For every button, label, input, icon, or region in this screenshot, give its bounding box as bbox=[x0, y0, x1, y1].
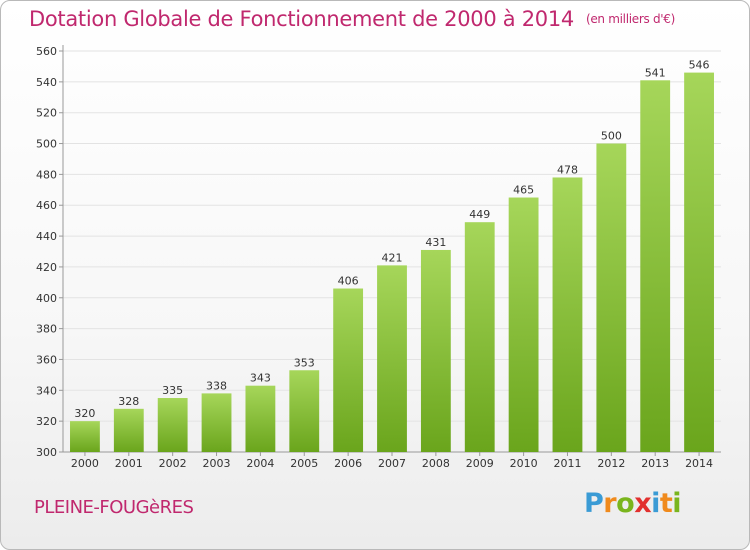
data-label: 406 bbox=[338, 275, 359, 288]
data-label: 500 bbox=[601, 130, 622, 143]
data-label: 320 bbox=[74, 407, 95, 420]
chart-title-text: Dotation Globale de Fonctionnement de 20… bbox=[29, 7, 574, 31]
y-tick-label: 460 bbox=[36, 199, 57, 212]
y-tick-label: 380 bbox=[36, 323, 57, 336]
y-tick-label: 440 bbox=[36, 230, 57, 243]
data-label: 328 bbox=[118, 395, 139, 408]
x-tick-label: 2001 bbox=[115, 457, 143, 470]
bar bbox=[464, 222, 495, 452]
chart-unit: (en milliers d'€) bbox=[585, 12, 675, 26]
bar bbox=[377, 265, 407, 452]
data-label: 338 bbox=[206, 379, 227, 392]
x-tick-label: 2011 bbox=[553, 457, 581, 470]
y-tick-label: 320 bbox=[36, 415, 57, 428]
x-tick-label: 2004 bbox=[246, 457, 274, 470]
x-tick-label: 2006 bbox=[334, 457, 362, 470]
logo-letter: r bbox=[603, 488, 617, 519]
data-label: 353 bbox=[294, 356, 315, 369]
data-label: 546 bbox=[689, 59, 710, 72]
y-tick-label: 360 bbox=[36, 353, 57, 366]
data-label: 541 bbox=[645, 66, 666, 79]
axes: 300 320 340 360 380 400 420 440 460 480 500 520 540 5… bbox=[36, 45, 721, 470]
logo-letter: i bbox=[672, 488, 682, 519]
y-tick-label: 300 bbox=[36, 446, 57, 459]
logo-letter: o bbox=[616, 488, 635, 519]
x-tick-label: 2003 bbox=[203, 457, 231, 470]
x-tick-label: 2000 bbox=[71, 457, 99, 470]
y-tick-label: 400 bbox=[36, 292, 57, 305]
bar bbox=[508, 197, 539, 452]
bar bbox=[552, 177, 583, 452]
x-tick-label: 2005 bbox=[290, 457, 318, 470]
x-tick-label: 2008 bbox=[422, 457, 450, 470]
data-label: 431 bbox=[425, 236, 446, 249]
y-tick-label: 500 bbox=[36, 138, 57, 151]
y-tick-label: 560 bbox=[36, 45, 57, 58]
x-tick-label: 2002 bbox=[159, 457, 187, 470]
logo-letter: x bbox=[634, 488, 652, 519]
bar bbox=[640, 80, 671, 453]
commune-name: PLEINE-FOUGèRES bbox=[34, 497, 194, 518]
data-label: 421 bbox=[382, 251, 403, 264]
x-tick-label: 2010 bbox=[510, 457, 538, 470]
x-tick-label: 2013 bbox=[641, 457, 669, 470]
data-label: 478 bbox=[557, 163, 578, 176]
data-label: 465 bbox=[513, 184, 534, 197]
y-tick-label: 480 bbox=[36, 168, 57, 181]
chart-title: Dotation Globale de Fonctionnement de 20… bbox=[29, 7, 675, 31]
bar bbox=[684, 72, 714, 452]
data-label: 335 bbox=[162, 384, 183, 397]
bar bbox=[420, 249, 451, 452]
proxiti-logo: Proxiti bbox=[584, 488, 682, 519]
data-label: 449 bbox=[469, 208, 490, 221]
bar bbox=[157, 398, 188, 452]
bar bbox=[70, 421, 100, 452]
logo-letter: t bbox=[659, 488, 673, 519]
bar bbox=[333, 288, 364, 452]
y-tick-label: 520 bbox=[36, 107, 57, 120]
bar bbox=[245, 385, 276, 452]
bar bbox=[596, 143, 627, 453]
data-label: 343 bbox=[250, 372, 271, 385]
x-tick-label: 2007 bbox=[378, 457, 406, 470]
x-tick-label: 2012 bbox=[597, 457, 625, 470]
logo-letter: i bbox=[651, 488, 660, 519]
bar bbox=[201, 393, 232, 452]
logo-letter: P bbox=[584, 488, 604, 519]
bars bbox=[70, 72, 714, 453]
x-tick-label: 2014 bbox=[685, 457, 713, 470]
y-tick-label: 540 bbox=[36, 76, 57, 89]
bar bbox=[289, 370, 320, 452]
y-tick-label: 340 bbox=[36, 384, 57, 397]
x-tick-label: 2009 bbox=[466, 457, 494, 470]
data-labels: 320 328 335 338 343 353 406 421 431 449 465 478 500 5… bbox=[74, 59, 709, 421]
y-tick-label: 420 bbox=[36, 261, 57, 274]
bar bbox=[113, 408, 144, 452]
